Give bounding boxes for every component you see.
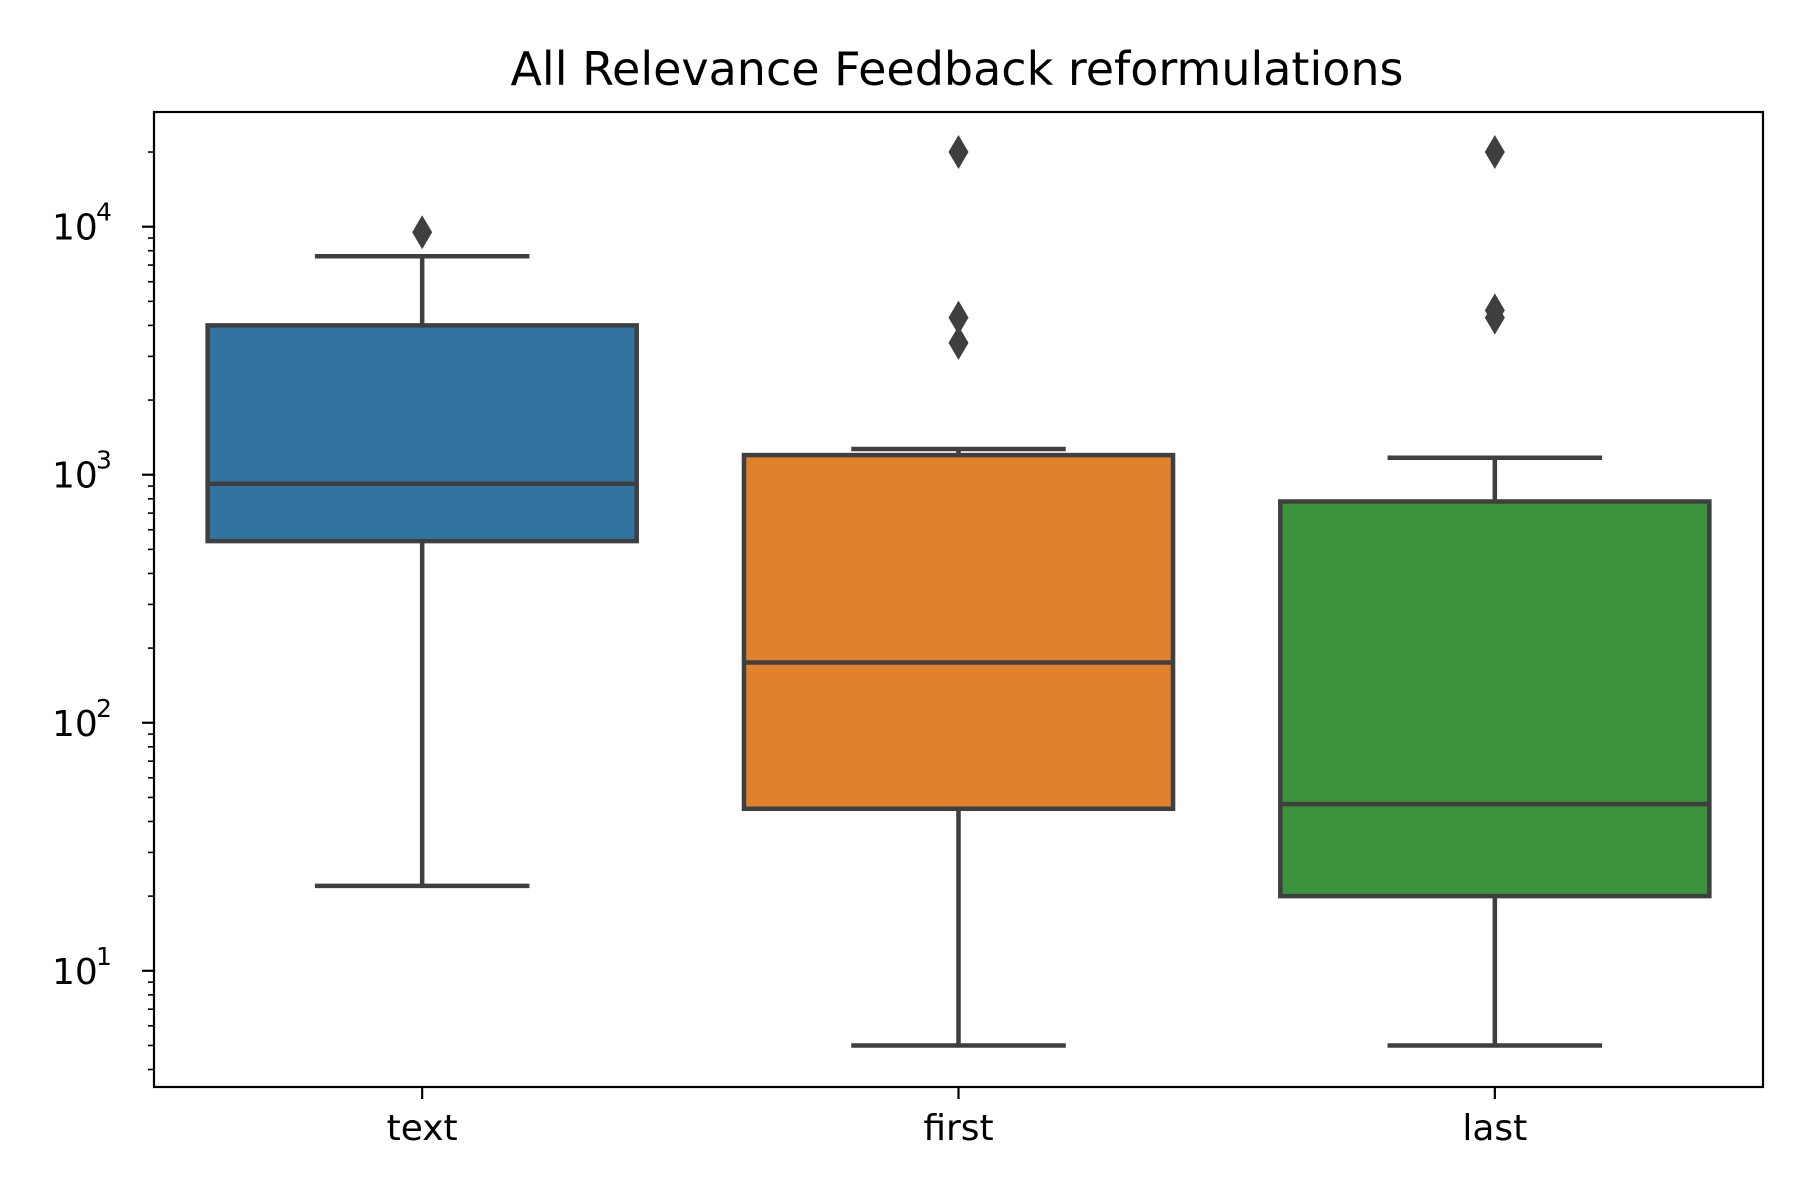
x-tick-label: text xyxy=(387,1108,458,1149)
y-tick-label: 10 xyxy=(52,952,98,993)
y-tick-exponent: 3 xyxy=(96,446,112,475)
y-tick-label: 10 xyxy=(52,456,98,497)
y-tick-label: 10 xyxy=(52,704,98,745)
y-tick-exponent: 2 xyxy=(96,694,112,723)
y-tick-label: 10 xyxy=(52,208,98,249)
y-tick-exponent: 4 xyxy=(96,198,112,227)
outlier-point xyxy=(1484,293,1505,328)
outlier-point xyxy=(948,300,969,335)
plot-area xyxy=(205,135,1712,1048)
box-last xyxy=(1278,499,1712,899)
outlier-point xyxy=(412,215,433,250)
box-group-first xyxy=(741,135,1176,1048)
y-tick-exponent: 1 xyxy=(96,942,112,971)
box-group-last xyxy=(1278,135,1712,1048)
x-tick-label: last xyxy=(1462,1108,1527,1149)
box-first xyxy=(741,452,1176,812)
outlier-point xyxy=(948,135,969,170)
outlier-point xyxy=(948,325,969,360)
box-group-text xyxy=(205,215,639,889)
box-text xyxy=(205,323,639,544)
chart-title: All Relevance Feedback reformulations xyxy=(510,42,1403,96)
x-tick-label: first xyxy=(923,1108,993,1149)
outlier-point xyxy=(1484,135,1505,170)
